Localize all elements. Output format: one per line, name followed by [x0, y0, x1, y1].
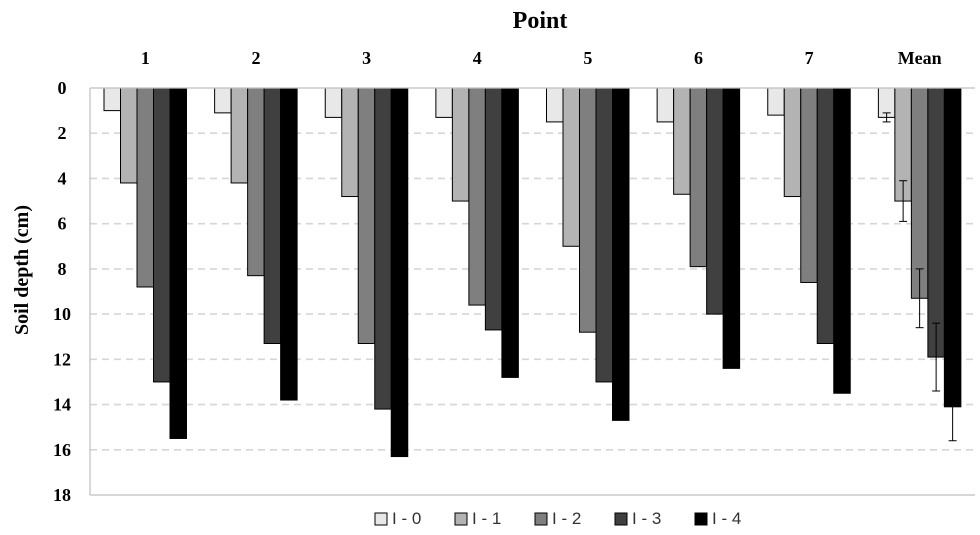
bar: [214, 87, 232, 114]
y-tick-label: 4: [58, 168, 67, 188]
bar: [435, 87, 453, 118]
bar: [943, 87, 962, 408]
bar: [689, 87, 708, 268]
legend-swatch: [694, 512, 708, 526]
bar: [910, 87, 929, 299]
category-label: 1: [141, 48, 150, 68]
legend-label: I - 1: [472, 509, 501, 528]
bar: [120, 87, 138, 184]
axes: [89, 87, 975, 496]
bar: [562, 87, 580, 247]
bar: [153, 87, 171, 383]
bar: [484, 87, 503, 331]
bar: [341, 87, 359, 198]
y-axis-title: Soil depth (cm): [11, 205, 33, 335]
y-tick-label: 12: [53, 349, 71, 369]
y-tick-label: 8: [58, 259, 67, 279]
y-tick-label: 6: [58, 214, 67, 234]
bar: [706, 87, 724, 315]
bar: [451, 87, 470, 202]
legend: I - 0 I - 1 I - 2 I - 3 I - 4: [374, 509, 741, 528]
legend-swatch: [374, 512, 388, 526]
bar: [833, 87, 851, 394]
bar: [612, 87, 630, 421]
category-labels: 1 2 3 4 5 6 7 Mean: [141, 48, 942, 68]
y-tick-labels: 0 2 4 6 8 10 12 14 16 18: [53, 78, 71, 505]
x-axis-title: Point: [513, 8, 568, 34]
category-label: Mean: [898, 48, 942, 68]
category-label: 2: [251, 48, 260, 68]
error-bars: [882, 112, 957, 442]
y-tick-label: 14: [53, 395, 71, 415]
bar: [546, 87, 564, 123]
category-label: 6: [694, 48, 703, 68]
bar: [324, 87, 343, 118]
category-label: 3: [362, 48, 371, 68]
bar: [816, 87, 835, 345]
bar: [468, 87, 486, 306]
category-label: 7: [805, 48, 814, 68]
bar: [783, 87, 802, 198]
legend-label: I - 4: [712, 509, 741, 528]
bars: [103, 87, 962, 458]
bar: [656, 87, 675, 123]
bar: [374, 87, 392, 410]
bar: [927, 87, 945, 358]
bar: [357, 87, 376, 345]
y-tick-label: 0: [58, 78, 67, 98]
legend-swatch: [534, 512, 548, 526]
bar: [595, 87, 613, 383]
bar: [280, 87, 298, 401]
y-tick-label: 2: [58, 123, 67, 143]
bar: [230, 87, 249, 184]
category-label: 4: [473, 48, 482, 68]
bar: [136, 87, 154, 288]
bar: [767, 87, 785, 116]
bar: [390, 87, 409, 458]
bar: [247, 87, 265, 277]
bar: [673, 87, 691, 195]
legend-swatch: [614, 512, 628, 526]
y-tick-label: 18: [53, 485, 71, 505]
legend-label: I - 2: [552, 509, 581, 528]
bar: [722, 87, 741, 369]
bar: [579, 87, 597, 333]
bar: [800, 87, 818, 283]
bar: [501, 87, 519, 378]
legend-label: I - 3: [632, 509, 661, 528]
bar: [103, 87, 121, 112]
category-label: 5: [583, 48, 592, 68]
y-tick-label: 10: [53, 304, 71, 324]
legend-label: I - 0: [392, 509, 421, 528]
legend-swatch: [454, 512, 468, 526]
y-tick-label: 16: [53, 440, 71, 460]
bar: [263, 87, 282, 345]
bar: [169, 87, 187, 439]
